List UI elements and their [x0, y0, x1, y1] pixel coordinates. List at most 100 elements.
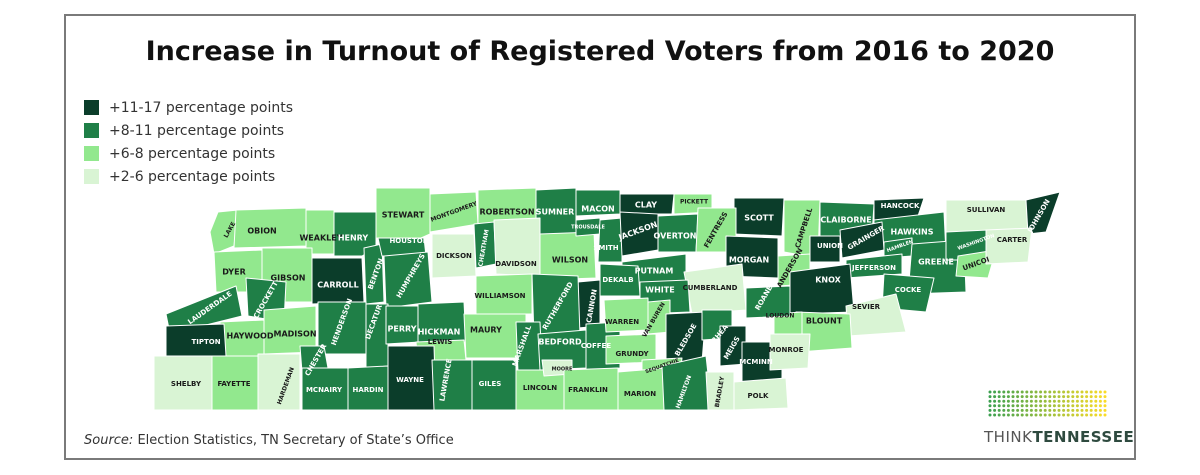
source-text: Election Statistics, TN Secretary of Sta…: [133, 433, 454, 448]
logo-dot: [1057, 395, 1061, 399]
county-label-scott: SCOTT: [744, 214, 774, 223]
county-warren: [603, 297, 649, 333]
county-label-mcnairy: MCNAIRY: [306, 386, 343, 394]
logo-dot: [1089, 390, 1093, 394]
logo-dot: [1089, 399, 1093, 403]
county-union: [809, 235, 841, 263]
logo-dot: [1062, 413, 1066, 417]
logo-dot: [1066, 404, 1070, 408]
county-label-greene: GREENE: [918, 258, 954, 267]
logo-dot: [1094, 413, 1098, 417]
county-label-hickman: HICKMAN: [418, 328, 461, 337]
logo-dot: [1057, 390, 1061, 394]
county-label-putnam: PUTNAM: [635, 267, 674, 276]
county-label-madison: MADISON: [273, 330, 316, 339]
county-label-sevier: SEVIER: [852, 303, 881, 311]
logo-dot: [1066, 390, 1070, 394]
source-note: Source: Election Statistics, TN Secretar…: [84, 433, 454, 448]
logo-dot: [1025, 404, 1029, 408]
logo-dot: [1071, 399, 1075, 403]
county-label-marion: MARION: [624, 390, 656, 398]
logo-dot: [1048, 413, 1052, 417]
county-label-stewart: STEWART: [382, 211, 425, 220]
county-label-hawkins: HAWKINS: [891, 228, 934, 237]
logo-dot: [1034, 408, 1038, 412]
logo-dot: [1075, 395, 1079, 399]
logo-dot: [1057, 404, 1061, 408]
logo-dot: [1080, 399, 1084, 403]
county-label-sumner: SUMNER: [536, 208, 575, 217]
county-label-loudon: LOUDON: [766, 313, 795, 320]
logo-dot: [1006, 413, 1010, 417]
legend-swatch: [84, 123, 99, 138]
logo-dot: [1085, 399, 1089, 403]
logo-dot: [1071, 395, 1075, 399]
county-label-davidson: DAVIDSON: [495, 260, 537, 268]
county-label-claiborne: CLAIBORNE: [820, 216, 871, 225]
county-label-wilson: WILSON: [552, 256, 588, 265]
county-label-fayette: FAYETTE: [217, 380, 250, 388]
county-label-moore: MOORE: [552, 367, 573, 373]
logo-dot: [1006, 399, 1010, 403]
logo-dot: [1016, 413, 1020, 417]
logo-dot: [1011, 395, 1015, 399]
county-label-cocke: COCKE: [895, 286, 922, 294]
logo-dot: [1039, 413, 1043, 417]
logo-dot: [1002, 413, 1006, 417]
county-label-coffee: COFFEE: [581, 342, 611, 350]
county-label-hardin: HARDIN: [353, 386, 384, 394]
logo-dot: [1080, 395, 1084, 399]
county-label-carroll: CARROLL: [317, 281, 358, 290]
logo-dot: [1039, 404, 1043, 408]
logo-dot: [1029, 404, 1033, 408]
logo-dot: [1080, 413, 1084, 417]
county-label-dyer: DYER: [222, 268, 245, 277]
logo-dot: [1094, 399, 1098, 403]
logo-dot: [1062, 399, 1066, 403]
county-label-weakley: WEAKLEY: [299, 234, 342, 243]
logo-dot: [1052, 413, 1056, 417]
logo-dot: [1103, 404, 1107, 408]
county-sevier: [845, 293, 907, 337]
county-label-mcminn: MCMINN: [739, 358, 773, 366]
logo-dot: [1043, 395, 1047, 399]
county-label-obion: OBION: [247, 227, 276, 236]
logo-dot: [988, 390, 992, 394]
logo-dot: [1085, 413, 1089, 417]
logo-dot: [1085, 408, 1089, 412]
logo-dot: [1011, 408, 1015, 412]
legend-label: +2-6 percentage points: [109, 168, 276, 185]
logo-dot: [1052, 404, 1056, 408]
logo-dot: [1002, 404, 1006, 408]
county-label-wayne: WAYNE: [396, 376, 424, 384]
logo-dot: [1020, 395, 1024, 399]
map-figure: Increase in Turnout of Registered Voters…: [64, 14, 1136, 460]
logo-dot: [1089, 395, 1093, 399]
logo-dot: [1039, 399, 1043, 403]
logo-dot: [1020, 404, 1024, 408]
legend-swatch: [84, 146, 99, 161]
logo-dot: [1048, 399, 1052, 403]
county-label-bedford: BEDFORD: [538, 338, 582, 347]
county-label-blount: BLOUNT: [806, 317, 843, 326]
logo-dot: [1002, 399, 1006, 403]
county-monroe: [769, 333, 811, 371]
logo-dot: [988, 404, 992, 408]
logo-dot: [1075, 390, 1079, 394]
county-label-polk: POLK: [748, 392, 770, 400]
legend-swatch: [84, 100, 99, 115]
legend-item: +2-6 percentage points: [84, 165, 293, 188]
logo-text: THINKTENNESSEE: [984, 428, 1134, 446]
county-williamson: [475, 273, 533, 315]
logo-dot: [1006, 395, 1010, 399]
logo-dot: [1098, 390, 1102, 394]
county-label-gibson: GIBSON: [271, 274, 306, 283]
logo-dot: [1043, 408, 1047, 412]
logo-dot: [997, 413, 1001, 417]
county-label-dekalb: DEKALB: [602, 276, 633, 284]
logo-dot: [1089, 413, 1093, 417]
county-label-franklin: FRANKLIN: [568, 386, 608, 394]
logo-dot: [1085, 404, 1089, 408]
logo-dot: [1071, 390, 1075, 394]
logo-dot: [1057, 413, 1061, 417]
